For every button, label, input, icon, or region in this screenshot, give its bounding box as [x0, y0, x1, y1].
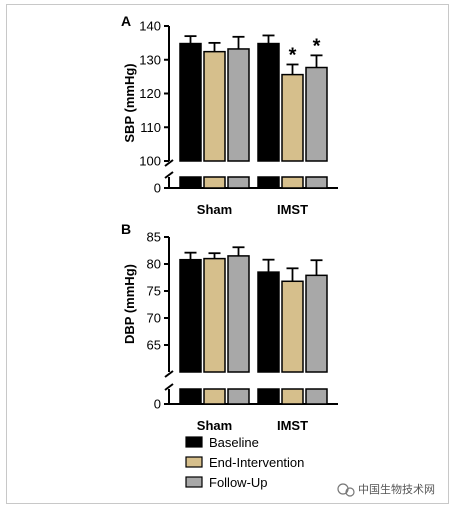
bar-lower-end-intervention	[281, 176, 304, 189]
significance-star: *	[289, 44, 297, 66]
bar-break-gap	[303, 162, 330, 176]
bar-lower-baseline	[257, 388, 280, 405]
bar-lower-follow-up	[305, 176, 328, 189]
y-tick-label: 75	[147, 284, 161, 299]
figure-frame	[6, 4, 449, 504]
bar-lower-baseline	[257, 176, 280, 189]
y-tick-label: 130	[139, 52, 161, 67]
legend-label: Baseline	[209, 435, 259, 450]
legend-swatch	[185, 436, 203, 448]
bar-follow-up	[227, 255, 250, 373]
y-tick-label: 0	[154, 397, 161, 412]
bar-baseline	[179, 42, 202, 162]
wechat-icon-bubble	[345, 487, 355, 497]
bar-break-gap	[255, 373, 282, 388]
watermark-text: 中国生物技术网	[358, 482, 435, 496]
legend-swatch	[185, 476, 203, 488]
panel-b: B DBP (mmHg) 65 70 75 80 85 0 Sham IMST	[121, 221, 338, 433]
legend-label: End-Intervention	[209, 455, 304, 470]
bar-break-gap	[201, 162, 228, 176]
axis-break-mark	[164, 171, 174, 179]
bar-lower-end-intervention	[281, 388, 304, 405]
bar-lower-end-intervention	[203, 176, 226, 189]
bar-break-gap	[201, 373, 228, 388]
x-category-label: IMST	[277, 418, 308, 433]
legend: Baseline End-Intervention Follow-Up	[185, 435, 304, 490]
y-tick-label: 120	[139, 86, 161, 101]
watermark: 中国生物技术网	[337, 482, 435, 497]
bar-lower-follow-up	[227, 176, 250, 189]
x-category-label: IMST	[277, 202, 308, 217]
bar-end-intervention	[203, 257, 226, 373]
bar-follow-up	[305, 66, 328, 162]
bar-lower-end-intervention	[203, 388, 226, 405]
bar-follow-up	[305, 274, 328, 373]
y-tick-label: 70	[147, 311, 161, 326]
bar-break-gap	[177, 162, 204, 176]
axis-break-mark	[164, 159, 174, 167]
panel-a: A SBP (mmHg)100 110 120 130 140 0 Sham * * IMST	[121, 13, 338, 217]
bar-break-gap	[303, 373, 330, 388]
legend-label: Follow-Up	[209, 475, 268, 490]
bar-baseline	[257, 271, 280, 373]
legend-swatch	[185, 456, 203, 468]
y-tick-label: 80	[147, 257, 161, 272]
y-tick-label: 0	[154, 181, 161, 196]
bar-break-gap	[255, 162, 282, 176]
axis-break-mark	[164, 370, 174, 378]
bar-end-intervention	[203, 50, 226, 162]
bar-follow-up	[227, 48, 250, 162]
bar-baseline	[179, 258, 202, 373]
bar-end-intervention	[281, 280, 304, 373]
bar-break-gap	[177, 373, 204, 388]
bar-lower-baseline	[179, 388, 202, 405]
axis-break-mark	[164, 383, 174, 391]
y-axis-label: SBP (mmHg)	[122, 63, 137, 142]
y-tick-label: 65	[147, 338, 161, 353]
y-axis-label: DBP (mmHg)	[122, 264, 137, 344]
bar-break-gap	[279, 373, 306, 388]
significance-star: *	[313, 35, 321, 57]
panel-letter: B	[121, 221, 131, 237]
y-tick-label: 110	[140, 120, 161, 135]
panel-letter: A	[121, 13, 131, 29]
bar-break-gap	[225, 373, 252, 388]
y-tick-label: 140	[139, 19, 161, 34]
x-category-label: Sham	[197, 418, 232, 433]
bar-lower-follow-up	[305, 388, 328, 405]
bar-break-gap	[279, 162, 306, 176]
bar-lower-follow-up	[227, 388, 250, 405]
y-tick-label: 85	[147, 230, 161, 245]
bar-lower-baseline	[179, 176, 202, 189]
bar-break-gap	[225, 162, 252, 176]
x-category-label: Sham	[197, 202, 232, 217]
y-tick-label: 100	[139, 154, 161, 169]
bar-baseline	[257, 42, 280, 162]
bar-end-intervention	[281, 73, 304, 162]
